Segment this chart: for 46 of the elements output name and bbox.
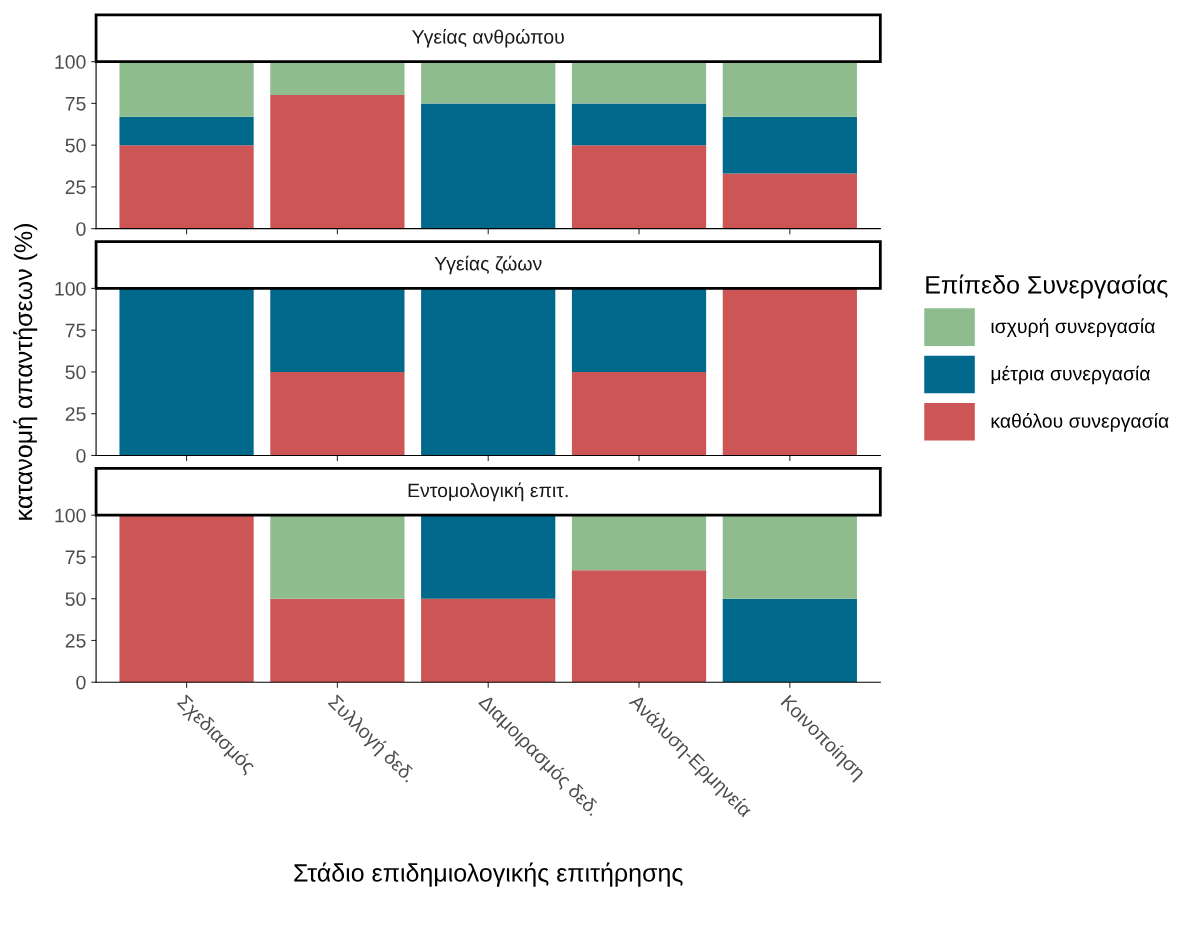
bar <box>270 515 405 599</box>
bar <box>722 598 857 683</box>
bar <box>571 515 707 571</box>
bar <box>270 598 405 683</box>
y-tick-label: 75 <box>65 97 86 111</box>
bar <box>421 103 556 229</box>
bar <box>722 61 857 117</box>
y-tick-label: 75 <box>65 550 86 565</box>
legend-label: ισχυρή συνεργασία <box>991 318 1155 338</box>
bar <box>119 145 254 229</box>
y-tick-label: 25 <box>65 407 86 421</box>
y-tick-label: 25 <box>65 633 86 648</box>
y-tick-label: 100 <box>55 508 86 523</box>
y-tick-label: 50 <box>65 138 86 153</box>
bar <box>421 515 556 599</box>
y-axis-title: κατανομή απαντήσεων (%) <box>13 224 38 520</box>
bar <box>722 173 857 229</box>
bar <box>421 61 556 104</box>
bar <box>571 103 707 146</box>
bar <box>571 145 707 229</box>
bar <box>722 116 857 174</box>
legend-title: Επίπεδο Συνεργασίας <box>926 274 1168 299</box>
chart-title: Υγείας ανθρώπου <box>412 28 564 48</box>
bar <box>571 61 707 104</box>
bar <box>119 61 254 117</box>
y-tick-label: 100 <box>55 55 86 69</box>
y-tick-label: 50 <box>65 365 86 380</box>
bar <box>119 515 254 683</box>
y-tick-label: 100 <box>55 281 86 296</box>
y-tick-label: 75 <box>65 323 86 338</box>
chart-title: Υγείας ζώων <box>434 255 542 275</box>
bar <box>421 598 556 683</box>
y-tick-label: 25 <box>65 180 86 195</box>
bar <box>270 95 405 229</box>
chart-title: Εντομολογική επιτ. <box>408 482 568 502</box>
y-tick-label: 0 <box>76 675 86 690</box>
bar <box>571 570 707 683</box>
y-tick-label: 0 <box>76 222 86 236</box>
legend-label: καθόλου συνεργασία <box>991 413 1169 432</box>
legend-label: μέτρια συνεργασία <box>991 365 1150 385</box>
y-tick-label: 50 <box>65 592 86 606</box>
x-axis-title: Στάδιο επιδημιολογικής επιτήρησης <box>294 862 683 887</box>
bar <box>722 515 857 599</box>
y-tick-label: 0 <box>76 448 86 463</box>
bar <box>119 116 254 146</box>
bar <box>270 61 405 96</box>
